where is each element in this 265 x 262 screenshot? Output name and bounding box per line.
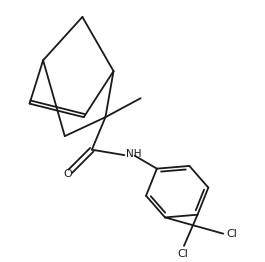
Text: NH: NH xyxy=(126,149,141,159)
Text: Cl: Cl xyxy=(227,229,237,239)
Text: O: O xyxy=(64,169,72,179)
Text: Cl: Cl xyxy=(177,249,188,259)
